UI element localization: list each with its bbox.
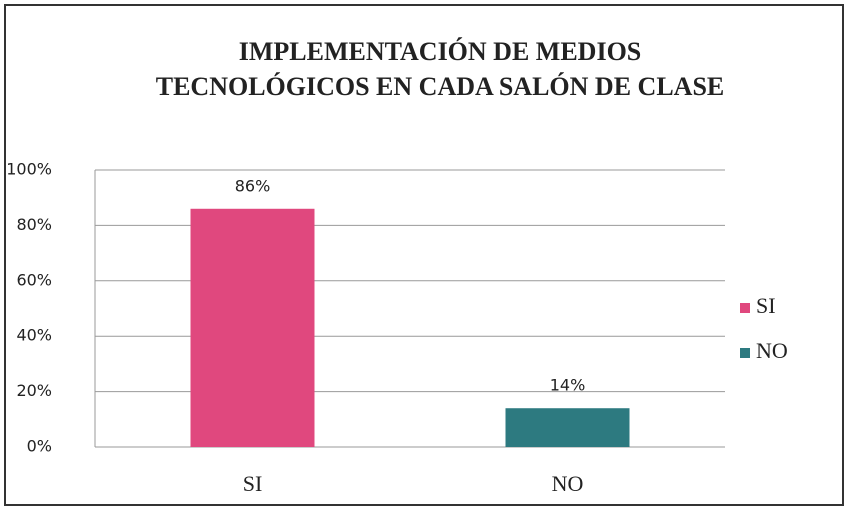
data-label: 86%: [235, 176, 271, 195]
data-label: 14%: [550, 376, 586, 395]
y-tick-label: 80%: [16, 215, 52, 234]
chart-frame: [4, 4, 844, 506]
y-tick-label: 100%: [6, 160, 52, 179]
y-tick-label: 0%: [27, 437, 52, 456]
y-tick-label: 40%: [16, 326, 52, 345]
y-tick-label: 60%: [16, 270, 52, 289]
legend-swatch: [740, 303, 750, 313]
x-tick-label: SI: [243, 471, 263, 496]
y-tick-label: 20%: [16, 381, 52, 400]
bar: [190, 208, 315, 447]
legend-label: NO: [756, 338, 788, 363]
chart-title: IMPLEMENTACIÓN DE MEDIOS TECNOLÓGICOS EN…: [155, 37, 725, 101]
legend-swatch: [740, 348, 750, 358]
x-tick-label: NO: [552, 471, 584, 496]
legend-label: SI: [756, 293, 776, 318]
bar: [505, 408, 630, 447]
